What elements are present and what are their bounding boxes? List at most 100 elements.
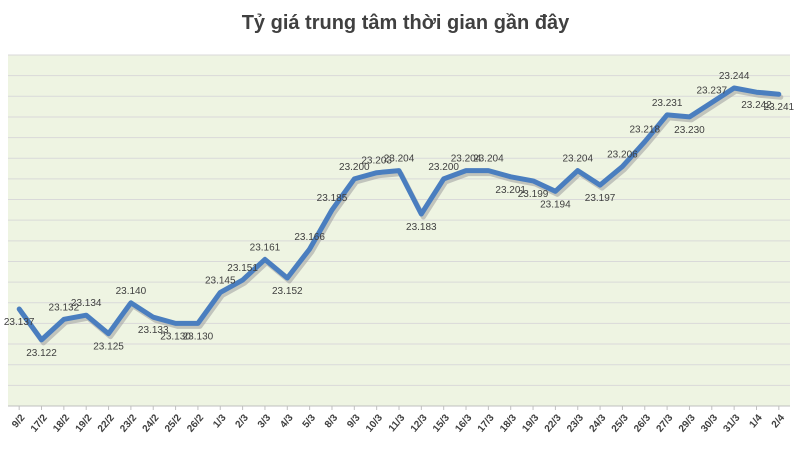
x-tick-label: 1/4	[747, 412, 765, 430]
x-tick-label: 5/3	[301, 412, 319, 430]
data-label: 23.218	[629, 125, 660, 136]
data-point	[240, 278, 245, 283]
data-label: 23.140	[116, 286, 147, 297]
x-tick-label: 4/3	[278, 412, 296, 430]
x-tick-label: 25/3	[610, 412, 631, 434]
data-label: 23.194	[540, 199, 571, 210]
data-label: 23.185	[317, 193, 348, 204]
data-label: 23.241	[764, 102, 795, 113]
data-label: 23.244	[719, 71, 750, 82]
x-tick-label: 16/3	[453, 412, 474, 434]
data-point	[732, 86, 737, 91]
x-tick-label: 22/2	[96, 412, 117, 434]
data-point	[151, 315, 156, 320]
x-tick-label: 10/3	[364, 412, 385, 434]
data-point	[553, 189, 558, 194]
x-tick-label: 26/2	[185, 412, 206, 434]
x-tick-label: 1/3	[211, 412, 229, 430]
data-label: 23.197	[585, 193, 616, 204]
data-point	[754, 90, 759, 95]
data-label: 23.137	[4, 317, 35, 328]
data-point	[776, 92, 781, 97]
data-point	[195, 321, 200, 326]
data-point	[218, 290, 223, 295]
x-tick-label: 27/3	[654, 412, 675, 434]
x-tick-label: 2/4	[770, 412, 788, 430]
data-label: 23.130	[183, 331, 214, 342]
data-point	[173, 321, 178, 326]
x-tick-label: 3/3	[256, 412, 274, 430]
data-point	[397, 168, 401, 173]
x-tick-label: 29/3	[677, 412, 698, 434]
chart-title: Tỷ giá trung tâm thời gian gần đây	[241, 12, 570, 34]
data-point	[687, 114, 692, 119]
data-label: 23.145	[205, 275, 236, 286]
data-label: 23.230	[674, 125, 705, 136]
data-label: 23.203	[361, 156, 392, 167]
data-label: 23.183	[406, 222, 437, 233]
data-label: 23.151	[227, 263, 258, 274]
data-point	[61, 317, 66, 322]
data-point	[575, 168, 580, 173]
x-tick-label: 26/3	[632, 412, 653, 434]
data-point	[620, 164, 625, 169]
x-tick-label: 18/3	[498, 412, 519, 434]
x-tick-label: 24/2	[141, 412, 162, 434]
data-label: 23.161	[250, 242, 281, 253]
data-label: 23.231	[652, 98, 683, 109]
x-tick-label: 12/3	[409, 412, 430, 434]
x-tick-label: 31/3	[722, 412, 743, 434]
data-point	[419, 211, 424, 216]
data-label: 23.242	[741, 100, 772, 111]
data-label: 23.152	[272, 286, 303, 297]
data-point	[285, 275, 290, 280]
x-tick-label: 9/3	[345, 412, 363, 430]
data-point	[374, 170, 379, 175]
plot-area	[8, 55, 790, 406]
data-label: 23.166	[294, 232, 325, 243]
data-label: 23.134	[71, 298, 102, 309]
data-label: 23.201	[495, 185, 526, 196]
data-label: 23.132	[49, 302, 80, 313]
x-tick-label: 30/3	[699, 412, 720, 434]
x-tick-label: 19/2	[74, 412, 95, 434]
x-tick-label: 9/2	[10, 412, 28, 430]
x-tick-label: 22/3	[543, 412, 564, 434]
data-point	[128, 300, 133, 305]
data-point	[352, 176, 357, 181]
x-tick-label: 19/3	[520, 412, 541, 434]
data-point	[508, 174, 513, 179]
x-tick-label: 24/3	[587, 412, 608, 434]
data-point	[307, 247, 312, 252]
data-point	[709, 100, 714, 105]
data-point	[262, 257, 267, 262]
data-point	[84, 313, 89, 318]
data-point	[598, 183, 603, 188]
x-tick-label: 2/3	[234, 412, 252, 430]
x-tick-label: 11/3	[387, 412, 408, 434]
x-tick-label: 8/3	[323, 412, 341, 430]
data-point	[329, 207, 334, 212]
data-label: 23.200	[428, 162, 459, 173]
data-label: 23.133	[138, 325, 169, 336]
data-point	[106, 331, 111, 336]
data-point	[441, 176, 446, 181]
data-label: 23.237	[697, 85, 728, 96]
data-point	[531, 178, 536, 183]
data-label: 23.204	[562, 154, 593, 165]
data-point	[17, 306, 22, 311]
data-label: 23.206	[607, 149, 638, 160]
x-tick-label: 23/2	[118, 412, 139, 434]
data-point	[464, 168, 469, 173]
data-point	[39, 337, 44, 342]
data-label: 23.200	[339, 162, 370, 173]
data-point	[665, 112, 670, 117]
data-label: 23.204	[451, 154, 482, 165]
data-label: 23.125	[93, 342, 124, 353]
x-tick-label: 17/3	[476, 412, 497, 434]
x-tick-label: 23/3	[565, 412, 586, 434]
data-point	[642, 139, 647, 144]
x-tick-label: 25/2	[163, 412, 184, 434]
